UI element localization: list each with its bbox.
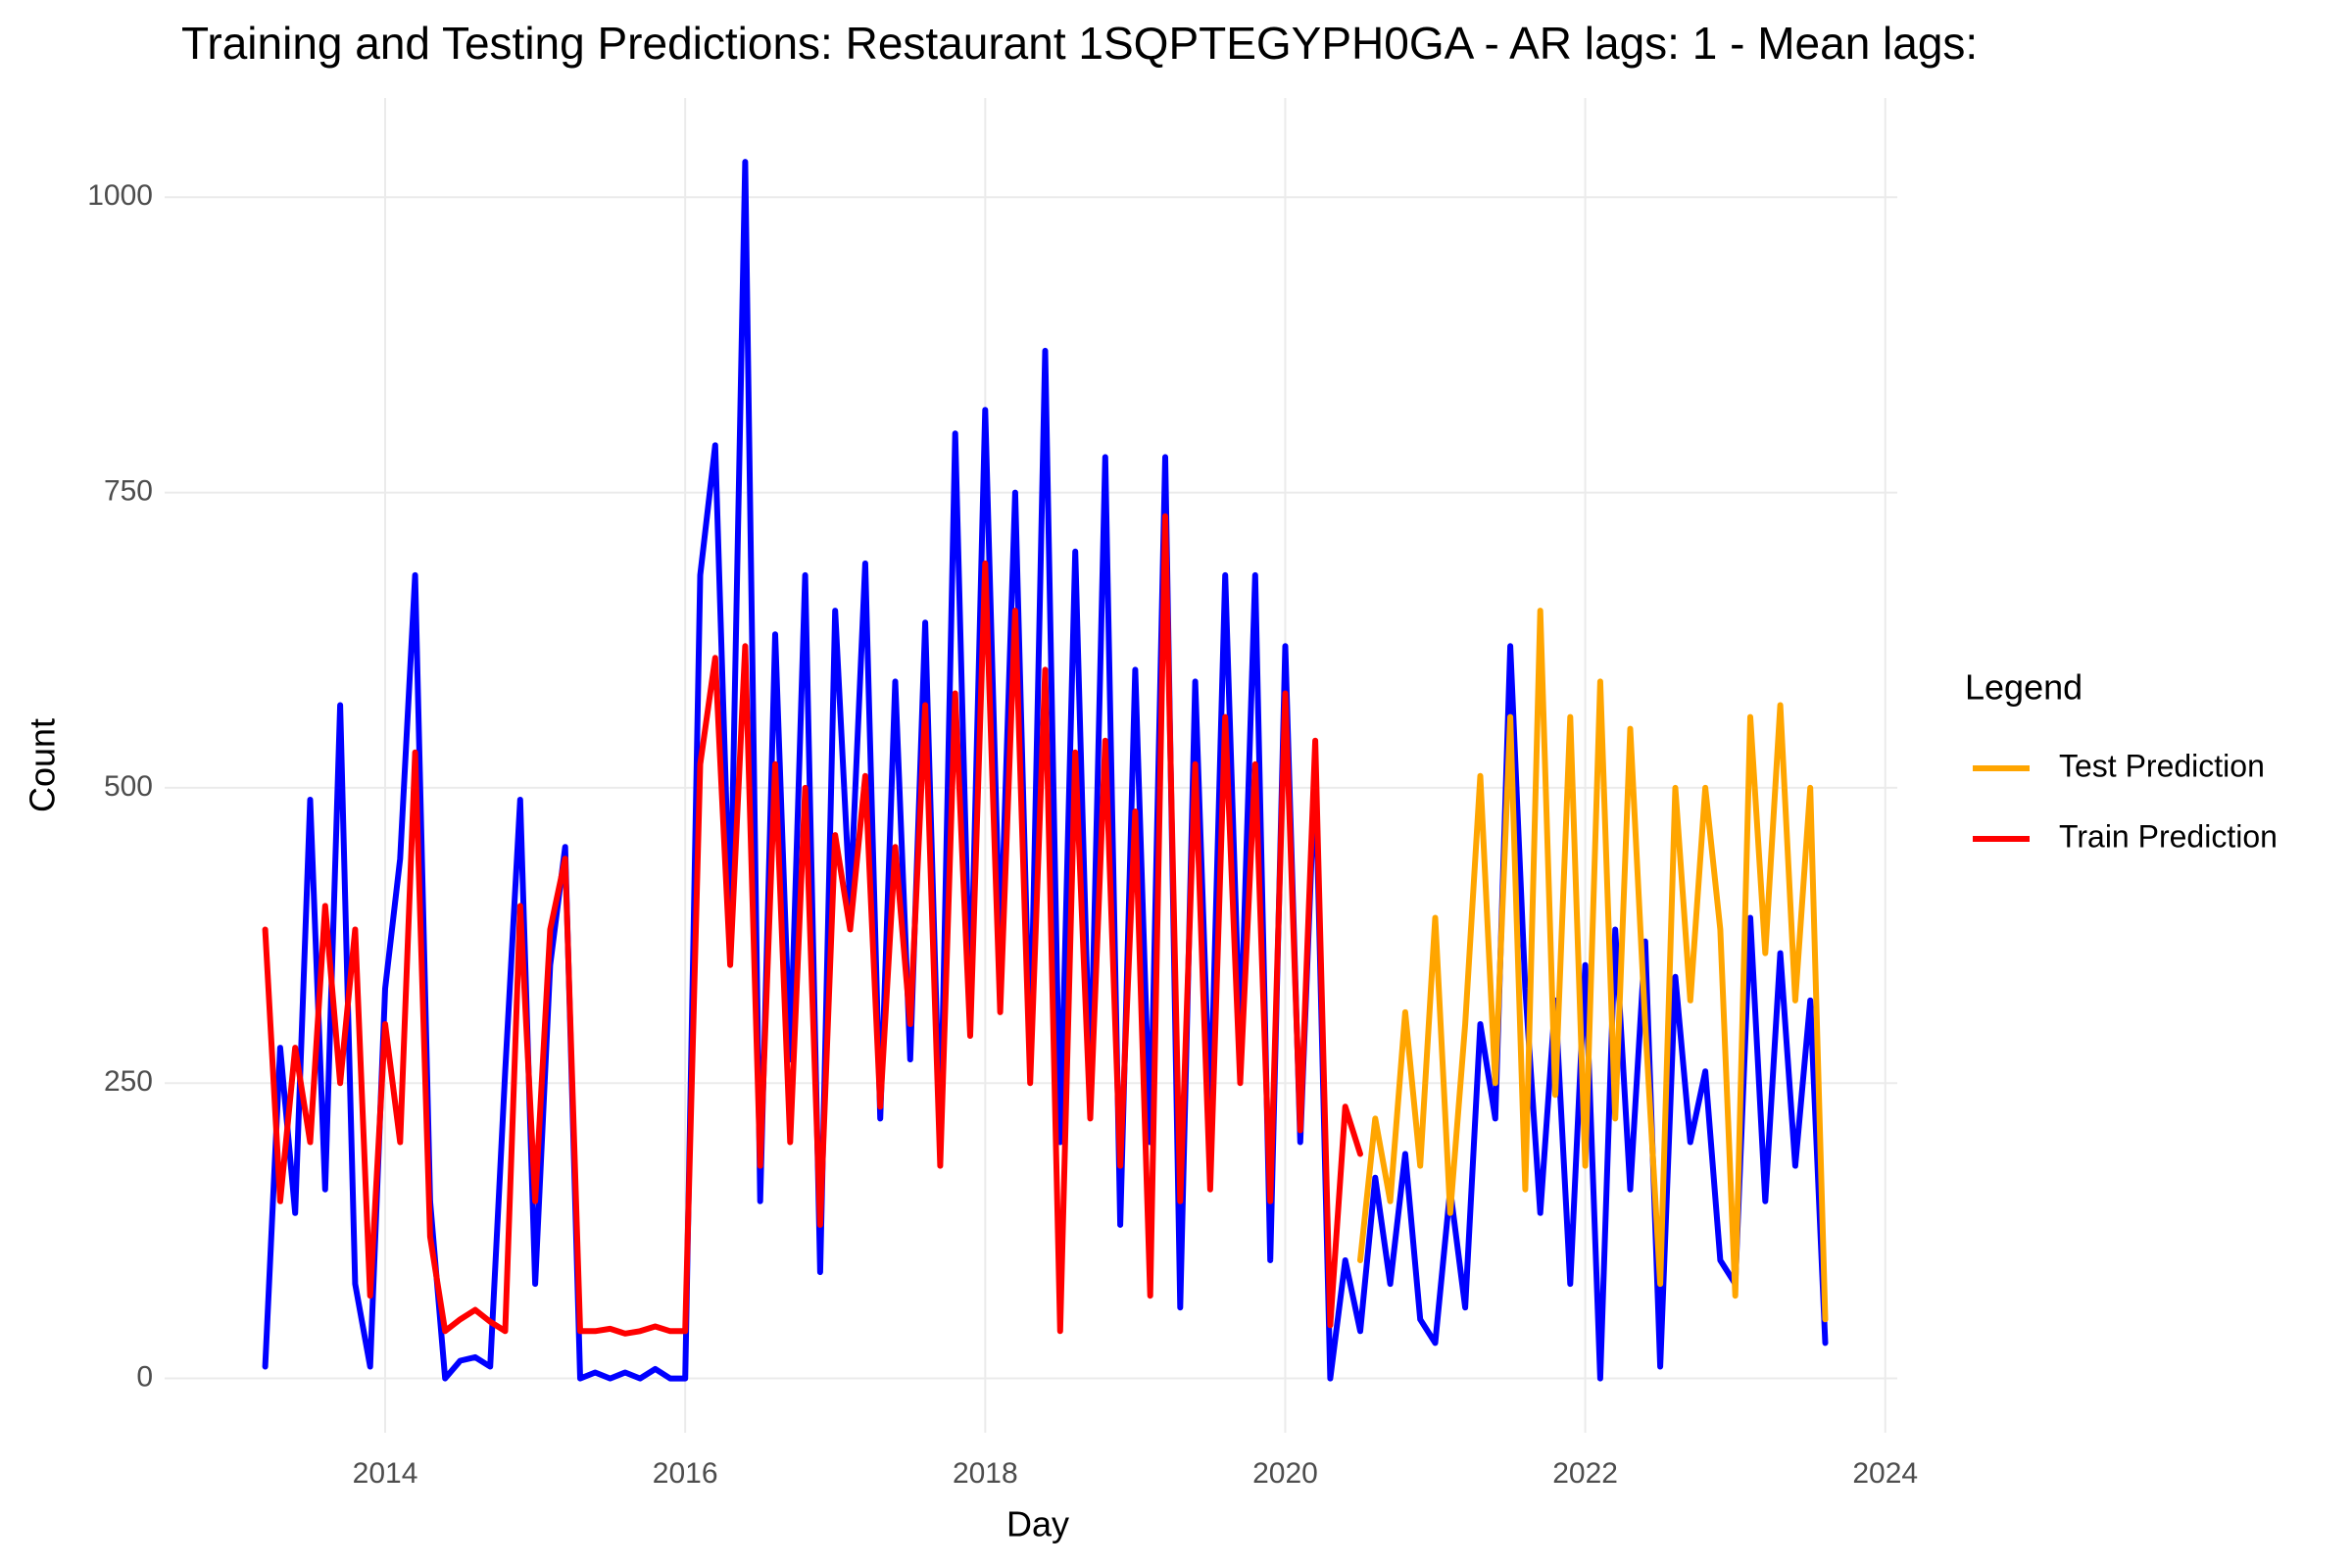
legend: Legend Test Prediction Train Prediction bbox=[1965, 667, 2278, 855]
y-tick-label: 1000 bbox=[87, 179, 153, 212]
chart-title: Training and Testing Predictions: Restau… bbox=[181, 18, 1978, 69]
x-tick-label: 2018 bbox=[953, 1457, 1018, 1490]
x-axis-title: Day bbox=[1006, 1504, 1069, 1544]
plot-lines bbox=[262, 159, 1829, 1382]
y-tick-label: 750 bbox=[104, 474, 153, 507]
series-line bbox=[1357, 608, 1829, 1323]
y-axis-title: Count bbox=[23, 718, 63, 812]
y-tick-label: 0 bbox=[136, 1360, 153, 1393]
legend-label: Train Prediction bbox=[2059, 818, 2278, 854]
x-tick-label: 2016 bbox=[653, 1457, 718, 1490]
y-tick-label: 500 bbox=[104, 770, 153, 803]
legend-label: Test Prediction bbox=[2059, 748, 2265, 783]
legend-title: Legend bbox=[1965, 667, 2082, 708]
series-line bbox=[262, 513, 1363, 1337]
x-tick-label: 2024 bbox=[1852, 1457, 1918, 1490]
x-tick-label: 2014 bbox=[353, 1457, 418, 1490]
x-tick-label: 2020 bbox=[1252, 1457, 1318, 1490]
x-tick-label: 2022 bbox=[1552, 1457, 1618, 1490]
y-tick-label: 250 bbox=[104, 1065, 153, 1098]
